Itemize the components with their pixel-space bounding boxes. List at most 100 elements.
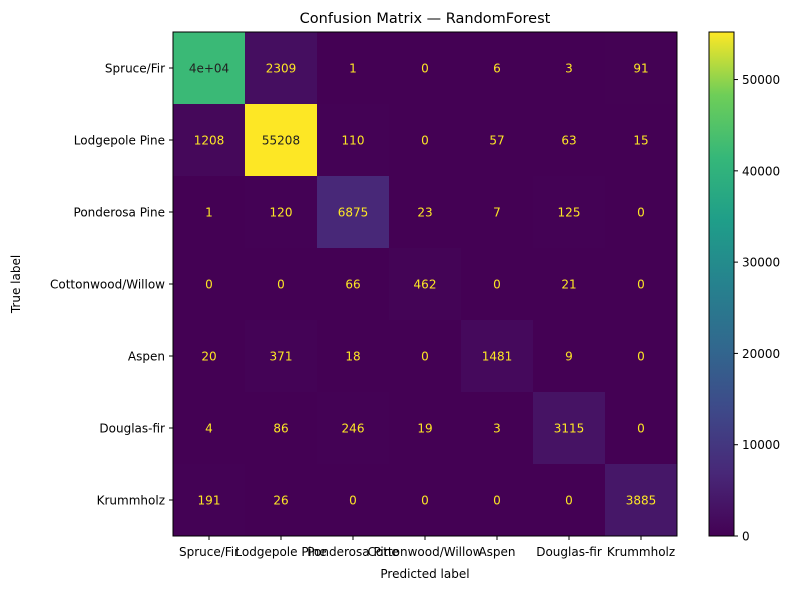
- heatmap-cell: [317, 464, 390, 537]
- heatmap-cell: [389, 464, 462, 537]
- heatmap-cell: [605, 104, 678, 177]
- cell-value-label: 19: [417, 422, 432, 436]
- cell-value-label: 1481: [482, 350, 513, 364]
- x-tick-label: Cottonwood/Willow: [368, 545, 483, 559]
- cell-value-label: 462: [414, 278, 437, 292]
- colorbar-tick-label: 0: [742, 530, 750, 544]
- cell-value-label: 3: [565, 62, 573, 76]
- cell-value-label: 6875: [338, 206, 369, 220]
- x-tick-label: Douglas-fir: [536, 545, 602, 559]
- cell-value-label: 1: [205, 206, 213, 220]
- cell-value-label: 26: [273, 494, 288, 508]
- colorbar-tick-label: 40000: [742, 164, 780, 178]
- cell-value-label: 0: [637, 350, 645, 364]
- chart-title: Confusion Matrix — RandomForest: [300, 11, 551, 27]
- heatmap-cell: [533, 176, 606, 249]
- cell-value-label: 23: [417, 206, 432, 220]
- heatmap-cell: [533, 320, 606, 393]
- cell-value-label: 0: [421, 350, 429, 364]
- cell-value-label: 3: [493, 422, 501, 436]
- x-axis-label: Predicted label: [380, 567, 469, 581]
- heatmap-cell: [461, 176, 534, 249]
- cell-value-label: 0: [421, 134, 429, 148]
- colorbar: [708, 31, 735, 537]
- heatmap-cell: [245, 248, 318, 321]
- y-tick-label: Lodgepole Pine: [74, 134, 165, 148]
- cell-value-label: 3885: [626, 494, 657, 508]
- cell-value-label: 6: [493, 62, 501, 76]
- cell-value-label: 120: [270, 206, 293, 220]
- cell-value-label: 4e+04: [189, 62, 229, 76]
- y-tick-label: Krummholz: [97, 494, 165, 508]
- heatmap-cell: [245, 176, 318, 249]
- cell-value-label: 1: [349, 62, 357, 76]
- heatmap-cell: [605, 248, 678, 321]
- heatmap-cell: [533, 104, 606, 177]
- cell-value-label: 0: [637, 278, 645, 292]
- colorbar-tick-label: 10000: [742, 438, 780, 452]
- heatmap-cells: [173, 32, 678, 537]
- y-axis-ticks: Spruce/Fir Lodgepole Pine Ponderosa Pine Co…: [50, 62, 173, 508]
- heatmap-cell: [461, 464, 534, 537]
- cell-value-label: 0: [349, 494, 357, 508]
- cell-value-label: 125: [558, 206, 581, 220]
- heatmap-cell: [173, 104, 246, 177]
- cell-value-label: 66: [345, 278, 360, 292]
- colorbar-tick-label: 30000: [742, 256, 780, 270]
- heatmap-cell: [245, 104, 318, 177]
- cell-value-label: 110: [342, 134, 365, 148]
- colorbar-tick-label: 50000: [742, 73, 780, 87]
- heatmap-cell: [389, 176, 462, 249]
- heatmap-cell: [317, 32, 390, 105]
- heatmap-cell: [173, 320, 246, 393]
- cell-value-label: 7: [493, 206, 501, 220]
- cell-value-label: 0: [493, 278, 501, 292]
- heatmap-cell: [317, 320, 390, 393]
- x-tick-label: Ponderosa Pine: [307, 545, 398, 559]
- heatmap-cell: [533, 464, 606, 537]
- cell-value-label: 86: [273, 422, 288, 436]
- cell-value-label: 2309: [266, 62, 297, 76]
- x-tick-label: Lodgepole Pine: [235, 545, 326, 559]
- heatmap-cell: [317, 392, 390, 465]
- heatmap-cell: [461, 32, 534, 105]
- cell-value-label: 4: [205, 422, 213, 436]
- y-tick-label: Aspen: [128, 350, 165, 364]
- heatmap-cell: [605, 320, 678, 393]
- cell-value-label: 0: [421, 62, 429, 76]
- y-tick-label: Douglas-fir: [99, 422, 165, 436]
- y-tick-label: Ponderosa Pine: [74, 206, 165, 220]
- y-axis-label: True label: [9, 255, 23, 314]
- heatmap-cell: [245, 320, 318, 393]
- cell-value-label: 9: [565, 350, 573, 364]
- cell-value-label: 0: [421, 494, 429, 508]
- heatmap-cell: [245, 32, 318, 105]
- heatmap-cell: [173, 392, 246, 465]
- cell-value-label: 55208: [262, 134, 300, 148]
- cell-value-label: 246: [342, 422, 365, 436]
- heatmap-cell: [317, 176, 390, 249]
- heatmap-cell: [461, 104, 534, 177]
- cell-value-label: 0: [205, 278, 213, 292]
- cell-value-label: 191: [198, 494, 221, 508]
- heatmap-cell: [605, 464, 678, 537]
- cell-value-label: 57: [489, 134, 504, 148]
- heatmap-cell: [389, 32, 462, 105]
- y-tick-label: Spruce/Fir: [105, 62, 165, 76]
- heatmap-cell: [605, 32, 678, 105]
- cell-value-label: 1208: [194, 134, 225, 148]
- y-tick-label: Cottonwood/Willow: [50, 278, 165, 292]
- heatmap-cell: [245, 392, 318, 465]
- heatmap-cell: [173, 464, 246, 537]
- colorbar-tick-label: 20000: [742, 347, 780, 361]
- cell-value-label: 3115: [554, 422, 585, 436]
- x-tick-label: Spruce/Fir: [179, 545, 239, 559]
- heatmap-cell: [533, 248, 606, 321]
- cell-value-label: 0: [637, 206, 645, 220]
- heatmap-cell: [173, 32, 246, 105]
- heatmap-cell: [389, 392, 462, 465]
- cell-value-label: 91: [633, 62, 648, 76]
- heatmap-cell: [173, 176, 246, 249]
